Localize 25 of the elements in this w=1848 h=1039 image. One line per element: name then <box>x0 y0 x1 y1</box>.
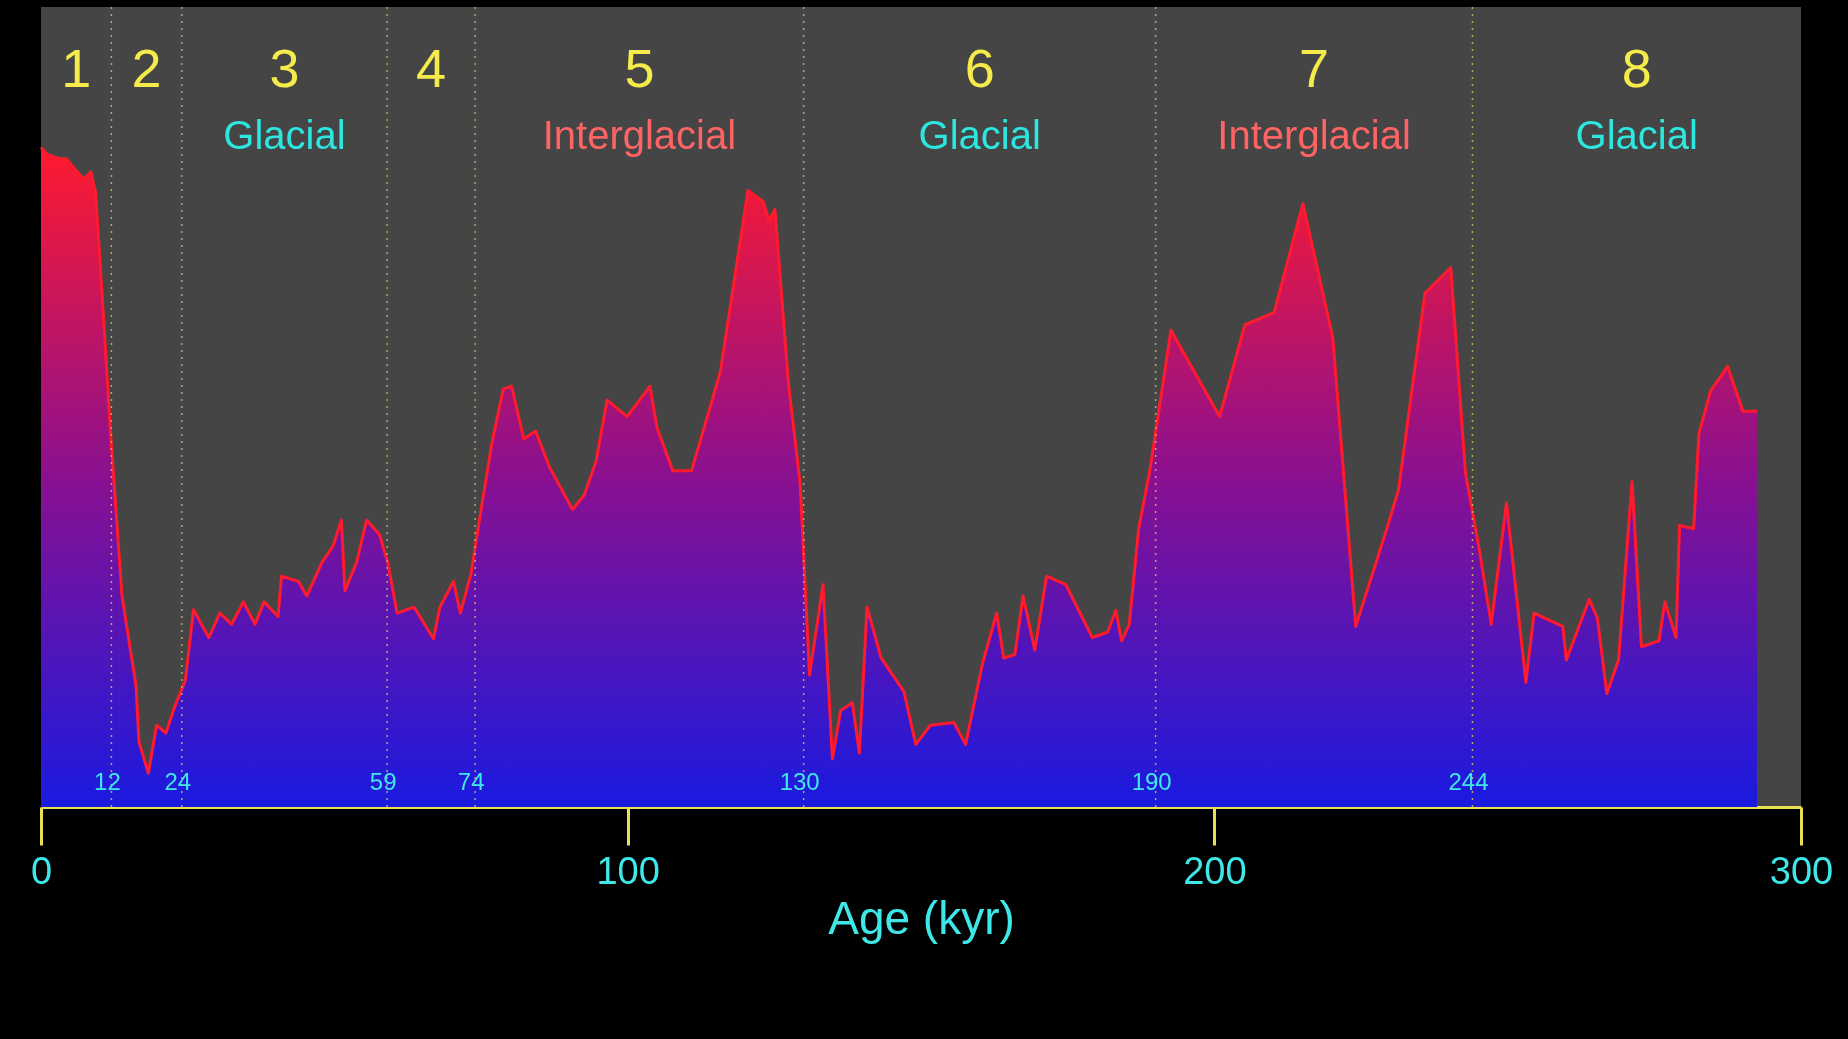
ref-line-label: 190 <box>1131 768 1172 795</box>
annotation: Glacial <box>223 113 346 157</box>
ref-line-label: 130 <box>779 768 820 795</box>
ref-line-label: 74 <box>457 768 485 795</box>
annotation: Interglacial <box>1217 113 1411 157</box>
text: 8 <box>1621 38 1652 98</box>
ref-line-label: 244 <box>1448 768 1489 795</box>
x-tick-label: 0 <box>30 849 53 892</box>
ref-line-label: 24 <box>164 768 192 795</box>
text: 6 <box>964 38 995 98</box>
text: 2 <box>131 38 162 98</box>
ref-line-label: 59 <box>369 768 397 795</box>
text: 7 <box>1299 38 1330 98</box>
text: 1 <box>61 38 92 98</box>
annotation: Glacial <box>1575 113 1698 157</box>
x-tick-label: 200 <box>1183 849 1247 892</box>
text: 5 <box>624 38 655 98</box>
x-tick-label: 300 <box>1769 849 1834 892</box>
text: 4 <box>416 38 447 98</box>
annotation: Glacial <box>918 113 1041 157</box>
x-tick-label: 100 <box>596 849 660 892</box>
annotation: Interglacial <box>542 113 737 157</box>
ref-line-label: 12 <box>94 768 121 795</box>
x-axis-title: Age (kyr) <box>828 891 1015 944</box>
text: 3 <box>269 38 300 98</box>
